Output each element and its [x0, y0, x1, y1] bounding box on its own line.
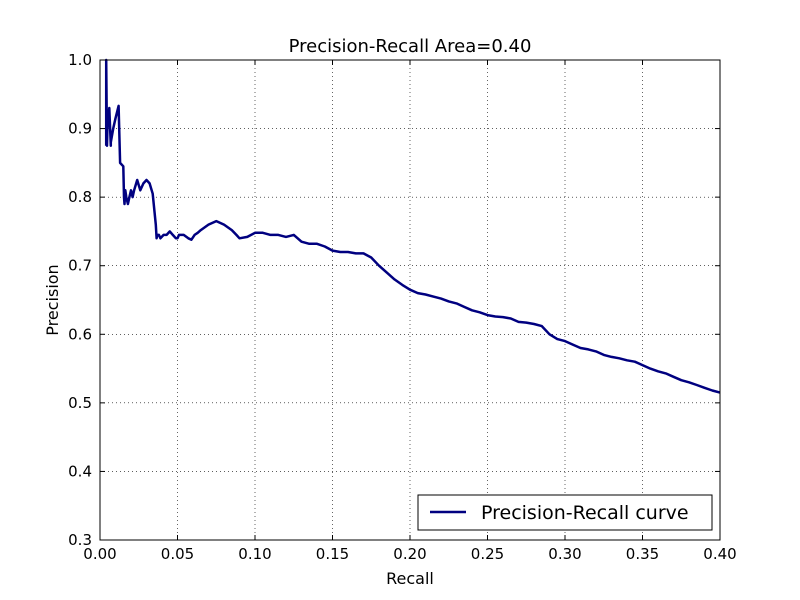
- x-tick-label: 0.25: [471, 545, 504, 563]
- y-tick-label: 0.6: [68, 325, 92, 343]
- x-tick-label: 0.40: [703, 545, 736, 563]
- x-axis-label: Recall: [386, 569, 434, 588]
- plot-area: [104, 58, 721, 394]
- legend: Precision-Recall curve: [417, 494, 713, 531]
- y-tick-label: 0.5: [68, 394, 92, 412]
- y-tick-label: 0.9: [68, 120, 92, 138]
- y-tick-label: 0.3: [68, 531, 92, 549]
- x-tick-label: 0.20: [393, 545, 426, 563]
- grid: [100, 60, 720, 540]
- legend-box: [417, 494, 713, 531]
- x-tick-label: 0.10: [238, 545, 271, 563]
- axis-ticks: 0.00 0.05 0.10 0.15 0.20 0.25 0.30 0.35 0.40 0.3 0…: [68, 51, 737, 563]
- x-tick-label: 0.35: [626, 545, 659, 563]
- y-tick-label: 0.8: [68, 188, 92, 206]
- x-tick-label: 0.30: [548, 545, 581, 563]
- x-tick-label: 0.15: [316, 545, 349, 563]
- y-axis-label: Precision: [43, 264, 62, 335]
- y-tick-label: 0.7: [68, 257, 92, 275]
- x-tick-label: 0.00: [83, 545, 116, 563]
- chart-title: Precision-Recall Area=0.40: [289, 36, 532, 57]
- pr-curve-line: [104, 58, 721, 394]
- legend-label: Precision-Recall curve: [481, 502, 689, 524]
- x-tick-label: 0.05: [161, 545, 194, 563]
- y-tick-label: 0.4: [68, 462, 92, 480]
- y-tick-label: 1.0: [68, 51, 92, 69]
